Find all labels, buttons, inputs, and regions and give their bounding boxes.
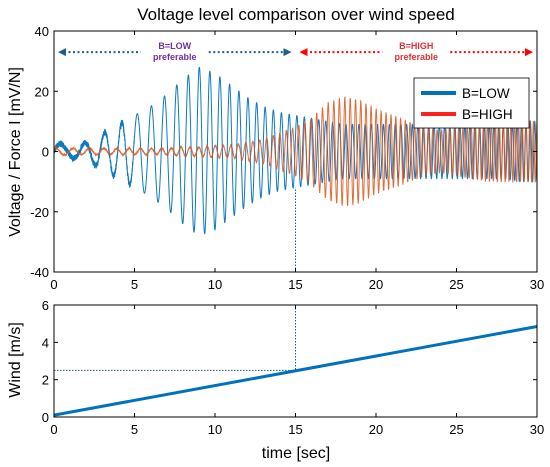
- top-x-tick-label: 0: [50, 277, 57, 292]
- voltage-chart: Voltage level comparison over wind speed…: [7, 5, 544, 292]
- annotation-subtext-high: preferable: [394, 52, 438, 62]
- top-x-tick-label: 30: [530, 277, 544, 292]
- bottom-x-tick-label: 25: [449, 422, 463, 437]
- top-y-tick-label: 20: [35, 84, 49, 99]
- bottom-y-tick-label: 0: [42, 410, 49, 425]
- top-y-axis-label: Voltage / Force I [mV/N]: [7, 67, 24, 237]
- top-x-tick-label: 20: [369, 277, 383, 292]
- top-y-tick-label: 0: [42, 145, 49, 160]
- bottom-x-tick-label: 30: [530, 422, 544, 437]
- bottom-x-axis-label: time [sec]: [262, 445, 330, 462]
- legend-label-high: B=HIGH: [462, 107, 513, 122]
- legend-label-low: B=LOW: [462, 86, 510, 101]
- top-chart-title: Voltage level comparison over wind speed: [137, 5, 455, 24]
- bottom-x-tick-label: 10: [208, 422, 222, 437]
- bottom-y-tick-label: 2: [42, 373, 49, 388]
- legend: B=LOW B=HIGH: [413, 77, 530, 129]
- top-x-tick-label: 5: [131, 277, 138, 292]
- annotation-arrowhead-left-low: [58, 48, 66, 57]
- bottom-x-tick-label: 20: [369, 422, 383, 437]
- bottom-y-tick-label: 6: [42, 298, 49, 313]
- top-x-tick-label: 10: [208, 277, 222, 292]
- bottom-x-tick-label: 15: [288, 422, 302, 437]
- top-x-tick-label: 25: [449, 277, 463, 292]
- wind-chart: Wind [m/s] time [sec] 0 5 10 15 20 25 30 0 2 4 6: [7, 298, 544, 462]
- bottom-x-tick-label: 5: [131, 422, 138, 437]
- signal-low-line: [54, 66, 537, 235]
- annotation-subtext-low: preferable: [153, 52, 197, 62]
- top-y-tick-label: 40: [35, 24, 49, 39]
- annotation-arrowhead-right-low: [283, 48, 292, 57]
- annotation-text-low: B=LOW: [158, 41, 191, 51]
- bottom-x-tick-label: 0: [50, 422, 57, 437]
- bottom-y-tick-label: 4: [42, 335, 49, 350]
- annotation-arrowhead-right-high: [525, 48, 533, 57]
- top-plot-frame: [53, 30, 538, 273]
- bottom-plot-frame: [53, 304, 538, 418]
- top-y-tick-label: -40: [30, 265, 49, 280]
- top-x-tick-label: 15: [288, 277, 302, 292]
- annotation-text-high: B=HIGH: [399, 41, 433, 51]
- legend-box: [413, 77, 530, 129]
- annotation-arrowhead-left-high: [299, 48, 308, 57]
- signal-high-line: [54, 96, 537, 206]
- top-y-tick-label: -20: [30, 205, 49, 220]
- bottom-y-axis-label: Wind [m/s]: [7, 322, 24, 398]
